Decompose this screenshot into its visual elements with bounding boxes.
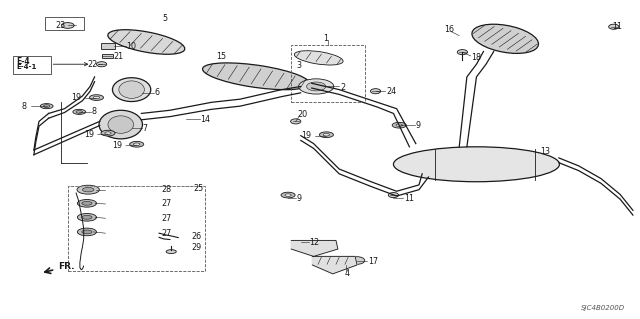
Polygon shape [312,256,357,274]
Text: 9: 9 [296,194,301,203]
Ellipse shape [90,95,104,100]
Text: 8: 8 [21,102,26,111]
Ellipse shape [294,51,343,65]
Ellipse shape [40,104,53,109]
Text: 15: 15 [216,52,226,61]
Ellipse shape [319,132,333,137]
Text: 11: 11 [404,194,413,203]
Ellipse shape [83,188,94,192]
Text: 24: 24 [387,87,397,96]
Ellipse shape [472,24,538,53]
Text: 23: 23 [55,21,65,30]
Polygon shape [291,241,338,256]
Circle shape [458,50,467,55]
Ellipse shape [299,79,333,94]
Text: 28: 28 [162,185,172,194]
Ellipse shape [61,23,74,28]
Text: 18: 18 [471,53,481,62]
Text: E-4: E-4 [17,56,30,65]
Ellipse shape [77,185,99,194]
Text: 5: 5 [163,14,168,23]
Text: 4: 4 [344,269,349,278]
Bar [102,54,113,58]
Text: 8: 8 [92,108,97,116]
Ellipse shape [82,215,92,219]
Ellipse shape [203,63,310,90]
Text: 17: 17 [368,257,378,266]
Text: 14: 14 [200,115,211,124]
Ellipse shape [108,116,134,133]
Ellipse shape [77,228,97,236]
Ellipse shape [99,110,143,139]
Text: 27: 27 [162,214,172,223]
Bar [13,56,51,74]
Bar [45,17,84,30]
Circle shape [97,62,107,67]
Ellipse shape [76,110,83,113]
Ellipse shape [113,78,151,101]
Text: 1: 1 [323,34,328,43]
Ellipse shape [281,192,295,198]
Ellipse shape [105,132,111,134]
Ellipse shape [73,109,86,115]
Text: 16: 16 [445,26,454,34]
Text: 13: 13 [540,147,550,156]
Text: 19: 19 [112,141,122,150]
Text: 19: 19 [301,131,311,140]
Ellipse shape [101,130,115,136]
Text: 19: 19 [84,130,94,139]
Text: 21: 21 [113,52,124,62]
Text: 26: 26 [191,232,201,241]
Text: 3: 3 [296,61,301,70]
Circle shape [371,89,381,94]
Text: 7: 7 [143,124,148,133]
Text: 19: 19 [71,93,81,102]
Ellipse shape [82,201,92,205]
Ellipse shape [307,82,326,91]
Text: 9: 9 [416,121,421,130]
Text: 11: 11 [612,22,623,31]
Circle shape [609,24,619,29]
Text: 6: 6 [155,88,159,97]
Text: 25: 25 [193,184,204,193]
Ellipse shape [44,105,50,108]
Text: 20: 20 [298,110,308,119]
Ellipse shape [77,199,97,207]
Ellipse shape [77,213,97,221]
Circle shape [349,257,365,264]
Ellipse shape [323,133,330,136]
Text: 22: 22 [87,60,97,69]
Text: SJC4B0200D: SJC4B0200D [581,305,625,311]
Ellipse shape [119,81,145,98]
Ellipse shape [93,96,100,99]
Ellipse shape [130,141,144,147]
Text: 29: 29 [191,243,201,252]
Ellipse shape [134,143,140,145]
Ellipse shape [285,194,291,196]
Circle shape [388,193,399,197]
Bar [68,186,205,271]
Circle shape [291,119,301,124]
Ellipse shape [166,250,176,254]
Ellipse shape [394,147,559,182]
Text: E-4-1: E-4-1 [17,64,37,70]
Text: 27: 27 [162,229,172,238]
Text: 10: 10 [127,42,136,51]
Ellipse shape [392,122,406,128]
Text: 12: 12 [309,238,319,247]
Text: 27: 27 [162,199,172,208]
Text: FR.: FR. [45,262,75,273]
Ellipse shape [396,124,403,126]
Text: 2: 2 [340,83,346,92]
Bar [101,43,115,49]
Ellipse shape [108,30,185,54]
Ellipse shape [82,230,92,234]
Bar [291,45,365,102]
